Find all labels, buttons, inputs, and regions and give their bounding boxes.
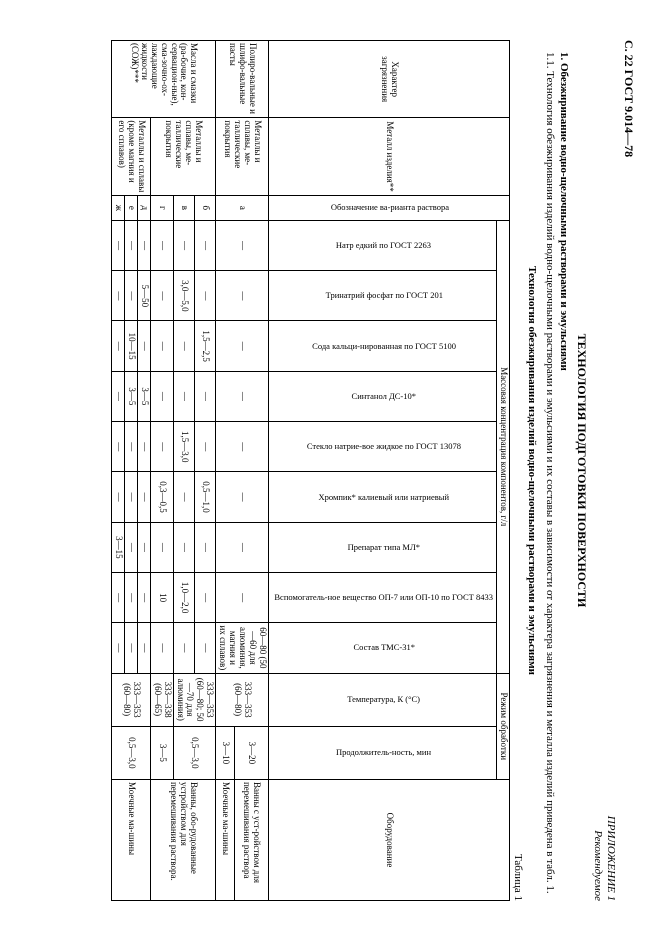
th-mode-group: Режим обработки xyxy=(497,673,510,779)
th-variant: Обозначение ва-рианта раствора xyxy=(268,195,509,220)
table-row: Металлы и сплавы (кроме магния и его спл… xyxy=(138,41,151,901)
annex-kind: Рекомендуемое xyxy=(591,40,604,901)
th-contam: Характер загрязнения xyxy=(268,41,509,118)
th-temp: Температура, К (°С) xyxy=(268,673,497,726)
th-c6: Хромпик* калиевый или натриевый xyxy=(268,472,497,522)
table-number: Таблица 1 xyxy=(512,40,524,901)
page-header: С. 22 ГОСТ 9.014—78 xyxy=(621,40,636,901)
annex-num: ПРИЛОЖЕНИЕ 1 xyxy=(604,40,617,901)
th-c2: Тринатрий фосфат по ГОСТ 201 xyxy=(268,271,497,321)
th-c1: Натр едкий по ГОСТ 2263 xyxy=(268,220,497,270)
table-row: Полиро-вальные и шлифо-вальные пасты Мет… xyxy=(235,41,268,901)
th-c9: Состав ТМС-31* xyxy=(268,623,497,673)
table-name: Технология обезжиривания изделий водно-щ… xyxy=(526,40,538,901)
th-c3: Сода кальци-нированная по ГОСТ 5100 xyxy=(268,321,497,371)
th-equipment: Оборудование xyxy=(268,779,509,900)
technology-table: Характер загрязнения Металл изделия** Об… xyxy=(111,40,510,901)
th-c7: Препарат типа МЛ* xyxy=(268,522,497,572)
main-title: ТЕХНОЛОГИЯ ПОДГОТОВКИ ПОВЕРХНОСТИ xyxy=(574,40,589,901)
th-mass-group: Массовая концентрация компонентов, г/л xyxy=(497,220,510,673)
th-dur: Продолжитель-ность, мин xyxy=(268,726,497,779)
table-row: Масла и смазки (ра-бочие, кон-сервацион-… xyxy=(195,41,216,901)
th-c8: Вспомогатель-ное вещество ОП-7 или ОП-10… xyxy=(268,572,497,622)
th-metal: Металл изделия** xyxy=(268,118,509,195)
th-c4: Синтанол ДС-10* xyxy=(268,371,497,421)
section-1: 1. Обезжиривание водно-щелочными раствор… xyxy=(542,40,570,901)
th-c5: Стекло натрие-вое жидкое по ГОСТ 13078 xyxy=(268,422,497,472)
